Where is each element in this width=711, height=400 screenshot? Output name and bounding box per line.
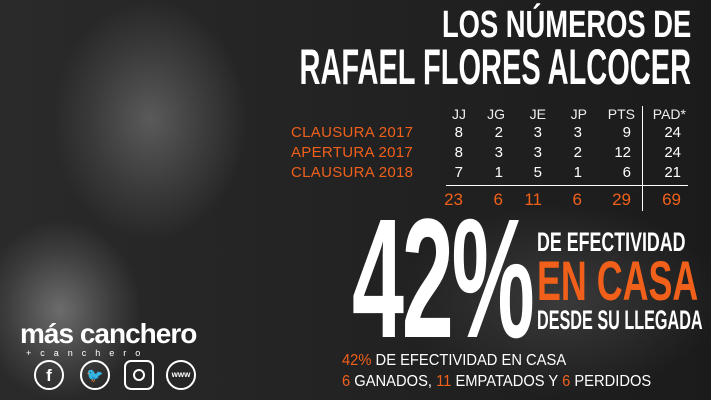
summary-line-1: 42% DE EFECTIVIDAD EN CASA	[342, 352, 566, 370]
table-divider-horizontal	[446, 185, 688, 186]
table-cell: 24	[664, 124, 681, 141]
twitter-icon[interactable]: 🐦	[80, 360, 110, 390]
web-icon[interactable]: www	[166, 360, 196, 390]
instagram-icon[interactable]	[124, 360, 154, 390]
table-cell: 6	[622, 164, 631, 181]
table-cell: 2	[494, 124, 503, 141]
table-cell: 3	[533, 124, 542, 141]
headline-percent: 42%	[352, 184, 535, 374]
summary-text: DE EFECTIVIDAD EN CASA	[371, 352, 567, 369]
table-cell: 2	[573, 144, 582, 161]
table-cell: 3	[494, 144, 503, 161]
title-line-1: LOS NÚMEROS DE	[441, 4, 691, 46]
title-line-2: RAFAEL FLORES ALCOCER	[299, 39, 691, 95]
total-cell: 11	[524, 190, 542, 209]
table-cell: 5	[533, 164, 542, 181]
brand-tagline: +canchero	[26, 348, 150, 358]
header-je: JE	[529, 106, 546, 122]
total-cell: 29	[612, 190, 631, 209]
drawn-count: 11	[436, 373, 452, 390]
summary-percent: 42%	[342, 352, 372, 369]
lost-label: PERDIDOS	[570, 373, 652, 390]
table-cell: 1	[573, 164, 582, 181]
table-cell: 7	[454, 164, 463, 181]
row-label: APERTURA 2017	[291, 144, 414, 161]
total-cell: 6	[493, 190, 503, 209]
won-count: 6	[342, 373, 351, 390]
headline-line-3: DESDE SU LLEGADA	[537, 305, 703, 335]
header-jg: JG	[487, 106, 505, 122]
facebook-icon[interactable]: f	[34, 360, 64, 390]
won-label: GANADOS,	[350, 373, 437, 390]
table-cell: 3	[573, 124, 582, 141]
header-jp: JP	[570, 106, 587, 122]
table-cell: 12	[614, 144, 631, 161]
table-cell: 3	[533, 144, 542, 161]
header-pts: PTS	[607, 106, 635, 122]
header-pad: PAD*	[652, 106, 686, 122]
header-jj: JJ	[452, 106, 466, 122]
summary-line-2: 6 GANADOS, 11 EMPATADOS Y 6 PERDIDOS	[342, 373, 651, 391]
brand-logo: más canchero	[20, 318, 197, 349]
table-cell: 8	[454, 144, 463, 161]
row-label: CLAUSURA 2017	[291, 124, 414, 141]
headline-line-2: EN CASA	[537, 249, 699, 312]
row-label: CLAUSURA 2018	[291, 164, 414, 181]
total-cell: 6	[572, 190, 582, 209]
table-cell: 1	[494, 164, 503, 181]
headline-line-1: DE EFECTIVIDAD	[537, 227, 686, 257]
table-cell: 21	[664, 164, 681, 181]
table-cell: 24	[664, 144, 681, 161]
drawn-label: EMPATADOS Y	[451, 373, 563, 390]
lost-count: 6	[562, 373, 571, 390]
table-cell: 8	[454, 124, 463, 141]
total-cell: 23	[444, 190, 463, 209]
total-cell: 69	[662, 190, 681, 209]
table-cell: 9	[622, 124, 631, 141]
table-divider-vertical	[642, 106, 643, 211]
